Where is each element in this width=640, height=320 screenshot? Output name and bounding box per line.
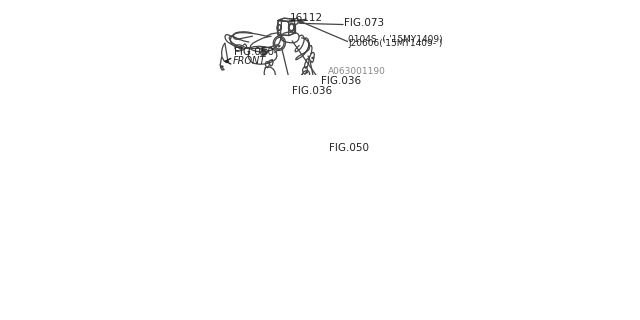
Text: FIG.050: FIG.050 xyxy=(234,47,274,57)
Text: FRONT: FRONT xyxy=(232,56,266,66)
Text: FIG.036: FIG.036 xyxy=(292,86,332,96)
Text: A063001190: A063001190 xyxy=(328,68,385,76)
Text: FIG.050: FIG.050 xyxy=(329,143,369,153)
Text: 0104S  (-'15MY1409): 0104S (-'15MY1409) xyxy=(348,35,443,44)
Text: J20606('15MY1409- ): J20606('15MY1409- ) xyxy=(348,39,443,48)
Text: 16112: 16112 xyxy=(290,12,323,22)
Text: FIG.073: FIG.073 xyxy=(344,18,384,28)
Text: FIG.036: FIG.036 xyxy=(321,76,361,86)
